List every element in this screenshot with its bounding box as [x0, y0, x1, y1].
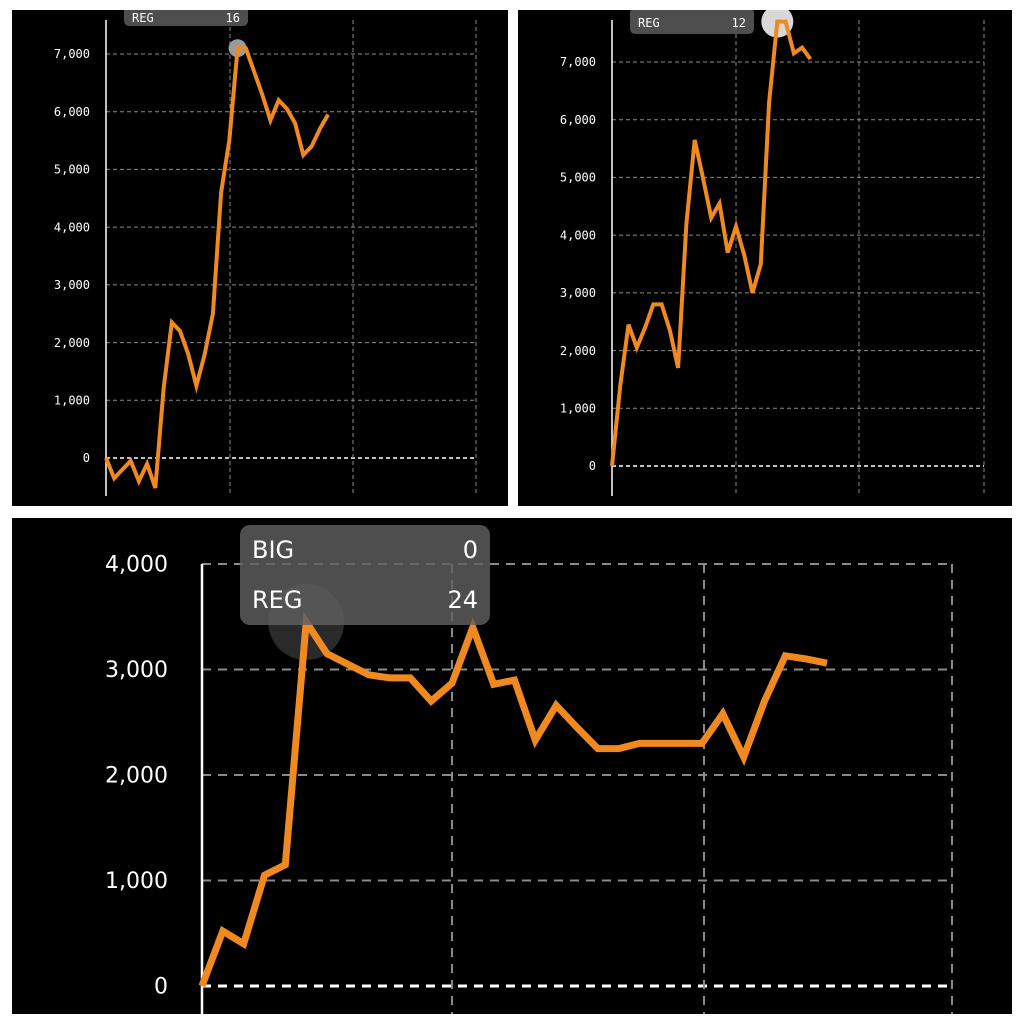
y-tick-label: 0 [589, 459, 596, 473]
tooltip-value: 0 [462, 536, 478, 564]
chart-panel-2: 0 1,000 2,000 3,000 4,000 5,000 6,000 7,000 REG… [518, 10, 1012, 506]
y-tick-label: 5,000 [560, 171, 596, 185]
tooltip-row-reg: REG 12 [638, 10, 746, 34]
y-tick-label: 2,000 [560, 344, 596, 358]
tooltip-label: BIG [252, 536, 295, 564]
y-tick-label: 4,000 [105, 553, 168, 578]
y-tick-label: 5,000 [54, 163, 90, 177]
y-tick-label: 0 [154, 975, 168, 1000]
series-line [610, 19, 813, 467]
chart-panel-3: 0 1,000 2,000 3,000 4,000 BIG 0 REG 24 [12, 518, 1012, 1014]
tooltip-row-big: BIG 0 [252, 525, 478, 575]
y-tick-label: 4,000 [560, 228, 596, 242]
tooltip-label: REG [638, 16, 660, 30]
chart-1-plot: 0 1,000 2,000 3,000 4,000 5,000 6,000 7,000 [54, 20, 477, 496]
y-tick-label: 6,000 [560, 113, 596, 127]
y-tick-label: 3,000 [105, 658, 168, 683]
y-tick-label: 2,000 [105, 764, 168, 789]
y-tick-label: 1,000 [105, 869, 168, 894]
tooltip-value: 12 [731, 16, 746, 30]
tooltip-row-reg: REG 24 [252, 575, 478, 625]
chart-panel-1: 0 1,000 2,000 3,000 4,000 5,000 6,000 7,000 REG… [12, 10, 508, 506]
chart-1-tooltip: REG 16 [124, 10, 248, 26]
y-tick-label: 0 [83, 451, 90, 465]
chart-3-tooltip: BIG 0 REG 24 [240, 525, 490, 625]
tooltip-value: 16 [225, 11, 240, 25]
y-tick-label: 3,000 [54, 278, 90, 292]
tooltip-label: REG [252, 586, 303, 614]
chart-3-plot: 0 1,000 2,000 3,000 4,000 [105, 553, 953, 1014]
series-line [198, 611, 828, 988]
tooltip-value: 24 [447, 586, 478, 614]
y-tick-label: 1,000 [54, 393, 90, 407]
chart-2-tooltip: REG 12 [630, 10, 754, 34]
y-tick-label: 4,000 [54, 220, 90, 234]
tooltip-label: REG [132, 11, 154, 25]
tooltip-row-reg: REG 16 [132, 10, 240, 26]
chart-2-plot: 0 1,000 2,000 3,000 4,000 5,000 6,000 7,000 [560, 10, 985, 496]
y-tick-label: 7,000 [54, 47, 90, 61]
y-tick-label: 2,000 [54, 336, 90, 350]
y-tick-label: 1,000 [560, 401, 596, 415]
series-line [104, 46, 330, 489]
y-tick-label: 6,000 [54, 105, 90, 119]
y-tick-label: 3,000 [560, 286, 596, 300]
y-tick-label: 7,000 [560, 55, 596, 69]
